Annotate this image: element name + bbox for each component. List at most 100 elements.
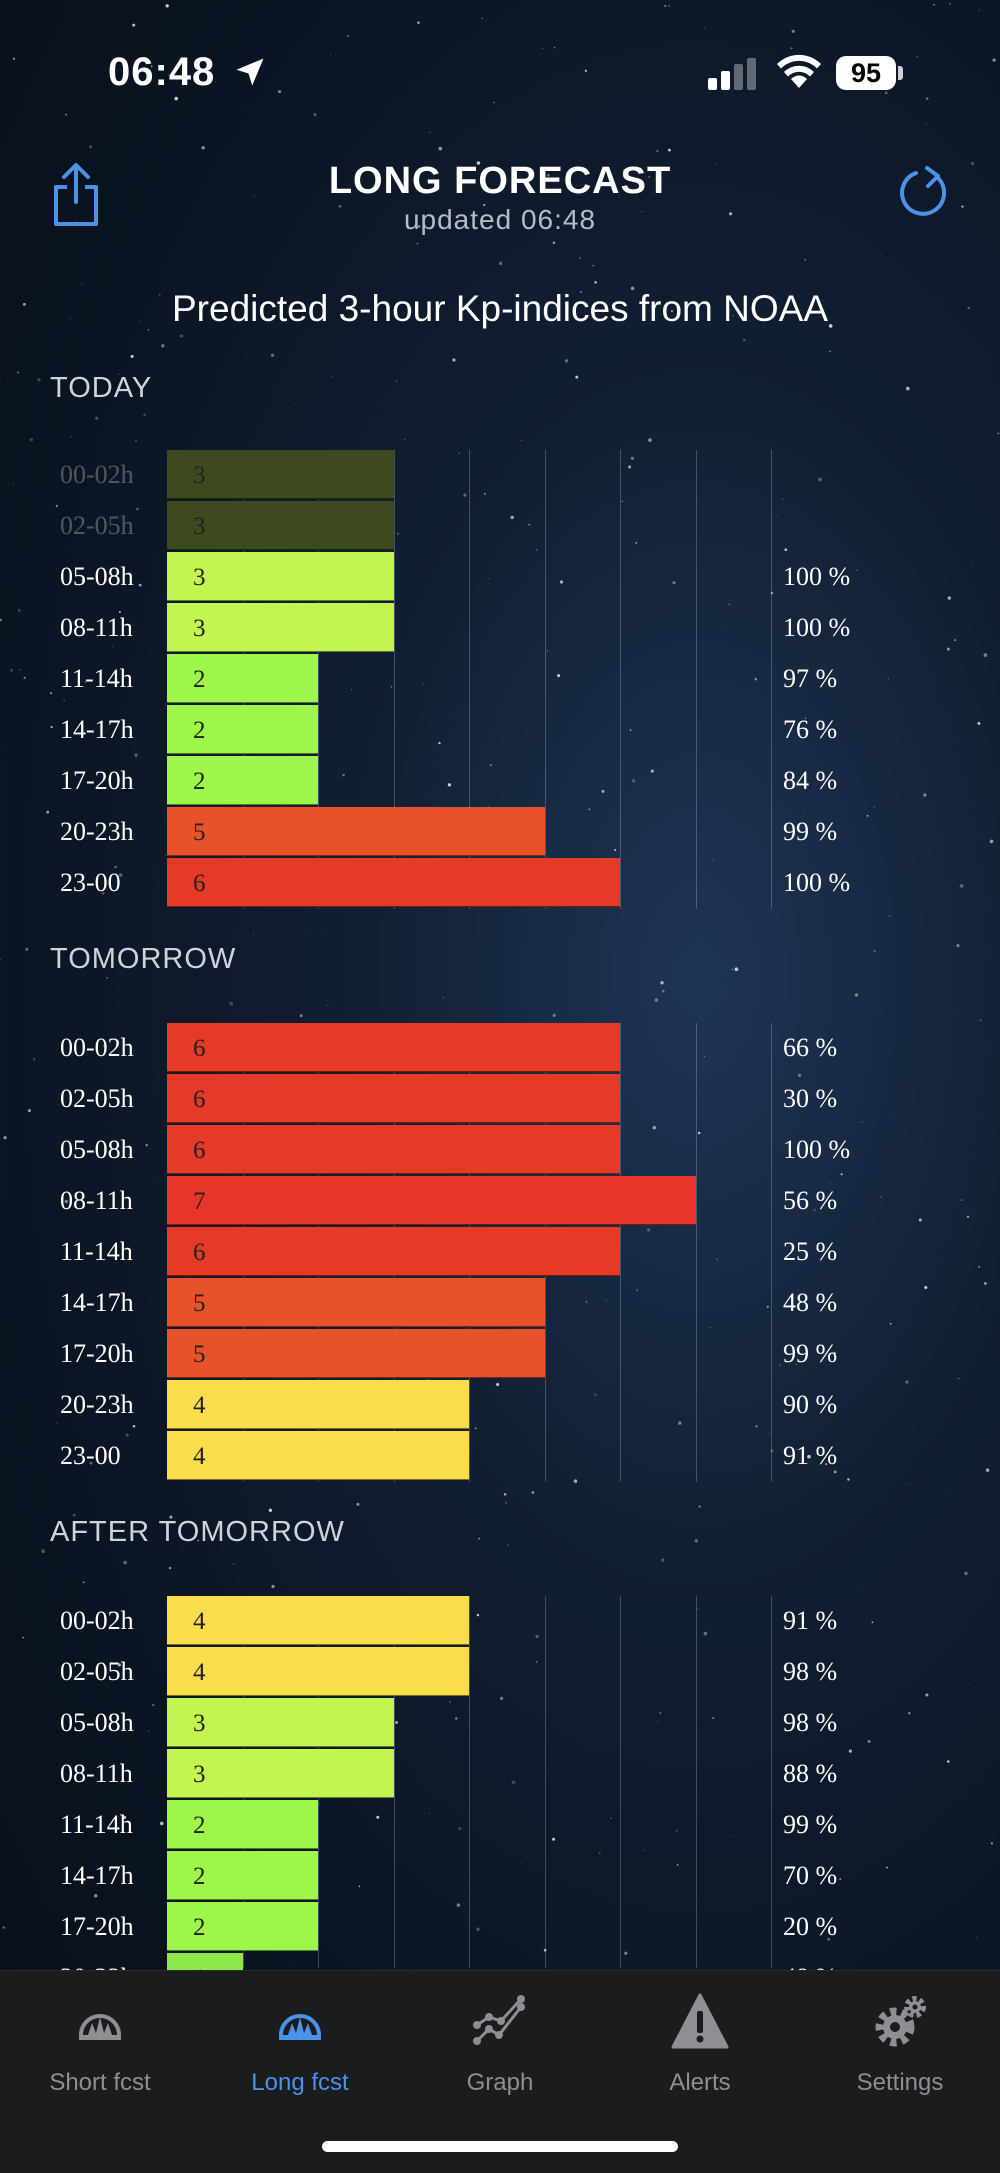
gridline — [771, 450, 772, 909]
kp-bar: 3 — [167, 552, 394, 601]
kp-value: 3 — [193, 1761, 206, 1788]
kp-bar: 5 — [167, 1278, 545, 1327]
kp-bar: 2 — [167, 1800, 318, 1849]
kp-value: 6 — [193, 1086, 206, 1113]
tab-graph[interactable]: Graph — [400, 1971, 600, 2121]
probability-label: 76 % — [783, 715, 838, 744]
time-slot-label: 00-02h — [60, 1033, 134, 1062]
time-slot-label: 17-20h — [60, 1912, 134, 1941]
tab-bar: Short fcst Long fcst Graph Alerts — [0, 1970, 1000, 2173]
probability-label: 98 % — [783, 1708, 838, 1737]
kp-value: 2 — [193, 1863, 206, 1890]
gridline — [695, 450, 697, 909]
kp-value: 4 — [193, 1443, 206, 1470]
kp-value: 2 — [193, 1812, 206, 1839]
time-slot-label: 05-08h — [60, 1135, 134, 1164]
gridline — [469, 1596, 470, 1968]
time-slot-label: 17-20h — [60, 1339, 134, 1368]
kp-bar: 6 — [167, 858, 620, 907]
tab-short-fcst[interactable]: Short fcst — [0, 1971, 200, 2121]
gridline — [771, 1023, 772, 1482]
probability-label: 88 % — [783, 1759, 838, 1788]
gridline — [771, 1596, 772, 1968]
gridline — [469, 450, 470, 909]
chart-subtitle: Predicted 3-hour Kp-indices from NOAA — [172, 288, 828, 329]
time-slot-label: 11-14h — [60, 1810, 133, 1839]
kp-value: 5 — [193, 1341, 206, 1368]
kp-bar: 6 — [167, 1227, 620, 1276]
probability-label: 99 % — [783, 1339, 838, 1368]
probability-label: 97 % — [783, 664, 838, 693]
refresh-icon[interactable] — [894, 164, 952, 222]
kp-value: 5 — [193, 1290, 206, 1317]
kp-forecast-chart: TODAY 00-02h 3 02-05h 3 05-08h 3 100 % 08-11h 3 10… — [50, 372, 851, 2002]
time-slot-label: 23-00 — [60, 868, 121, 897]
location-arrow-icon — [236, 58, 264, 86]
kp-bar: 6 — [167, 1074, 620, 1123]
time-slot-label: 02-05h — [60, 1657, 134, 1686]
tab-settings[interactable]: Settings — [800, 1971, 1000, 2121]
probability-label: 30 % — [783, 1084, 838, 1113]
time-slot-label: 02-05h — [60, 1084, 134, 1113]
kp-bar: 2 — [167, 756, 318, 805]
kp-value: 3 — [193, 564, 206, 591]
home-indicator — [322, 2141, 678, 2152]
kp-value: 6 — [193, 1137, 206, 1164]
kp-value: 2 — [193, 666, 206, 693]
kp-value: 2 — [193, 1914, 206, 1941]
updated-time: updated 06:48 — [403, 204, 597, 235]
kp-value: 5 — [193, 819, 206, 846]
time-slot-label: 00-02h — [60, 1606, 134, 1635]
kp-value: 2 — [193, 717, 206, 744]
probability-label: 56 % — [783, 1186, 838, 1215]
kp-bar: 5 — [167, 1329, 545, 1378]
gridline — [695, 1023, 697, 1482]
aurora-dim-icon — [79, 2014, 121, 2040]
kp-value: 2 — [193, 768, 206, 795]
kp-bar: 2 — [167, 705, 318, 754]
time-slot-label: 00-02h — [60, 460, 134, 489]
gridline — [620, 450, 621, 909]
probability-label: 84 % — [783, 766, 838, 795]
probability-label: 70 % — [783, 1861, 838, 1890]
kp-value: 3 — [193, 462, 206, 489]
probability-label: 48 % — [783, 1288, 838, 1317]
probability-label: 99 % — [783, 817, 838, 846]
alert-icon — [671, 1993, 729, 2049]
kp-bar: 2 — [167, 1851, 318, 1900]
kp-value: 6 — [193, 870, 206, 897]
gridline — [620, 1023, 621, 1482]
section-header: AFTER TOMORROW — [50, 1516, 345, 1548]
kp-bar: 4 — [167, 1380, 469, 1429]
tab-long-fcst[interactable]: Long fcst — [200, 1971, 400, 2121]
probability-label: 100 % — [783, 1135, 851, 1164]
tab-label: Long fcst — [251, 2069, 349, 2096]
tab-alerts[interactable]: Alerts — [600, 1971, 800, 2121]
kp-value: 4 — [193, 1659, 206, 1686]
share-icon[interactable] — [48, 162, 104, 228]
probability-label: 91 % — [783, 1606, 838, 1635]
probability-label: 66 % — [783, 1033, 838, 1062]
probability-label: 25 % — [783, 1237, 838, 1266]
kp-bar: 3 — [167, 450, 394, 499]
kp-bar: 3 — [167, 603, 394, 652]
kp-value: 4 — [193, 1392, 206, 1419]
kp-bar: 3 — [167, 1749, 394, 1798]
time-slot-label: 20-23h — [60, 1390, 134, 1419]
gridline — [620, 1596, 621, 1968]
kp-bar: 2 — [167, 654, 318, 703]
probability-label: 90 % — [783, 1390, 838, 1419]
probability-label: 100 % — [783, 562, 851, 591]
time-slot-label: 05-08h — [60, 1708, 134, 1737]
probability-label: 99 % — [783, 1810, 838, 1839]
time-slot-label: 14-17h — [60, 1288, 134, 1317]
kp-bar: 5 — [167, 807, 545, 856]
probability-label: 100 % — [783, 613, 851, 642]
battery-indicator: 95 — [836, 56, 896, 90]
time-slot-label: 23-00 — [60, 1441, 121, 1470]
gridline — [695, 1596, 697, 1968]
kp-bar: 4 — [167, 1596, 469, 1645]
time-slot-label: 14-17h — [60, 715, 134, 744]
time-slot-label: 08-11h — [60, 1186, 133, 1215]
gridline — [544, 1596, 546, 1968]
